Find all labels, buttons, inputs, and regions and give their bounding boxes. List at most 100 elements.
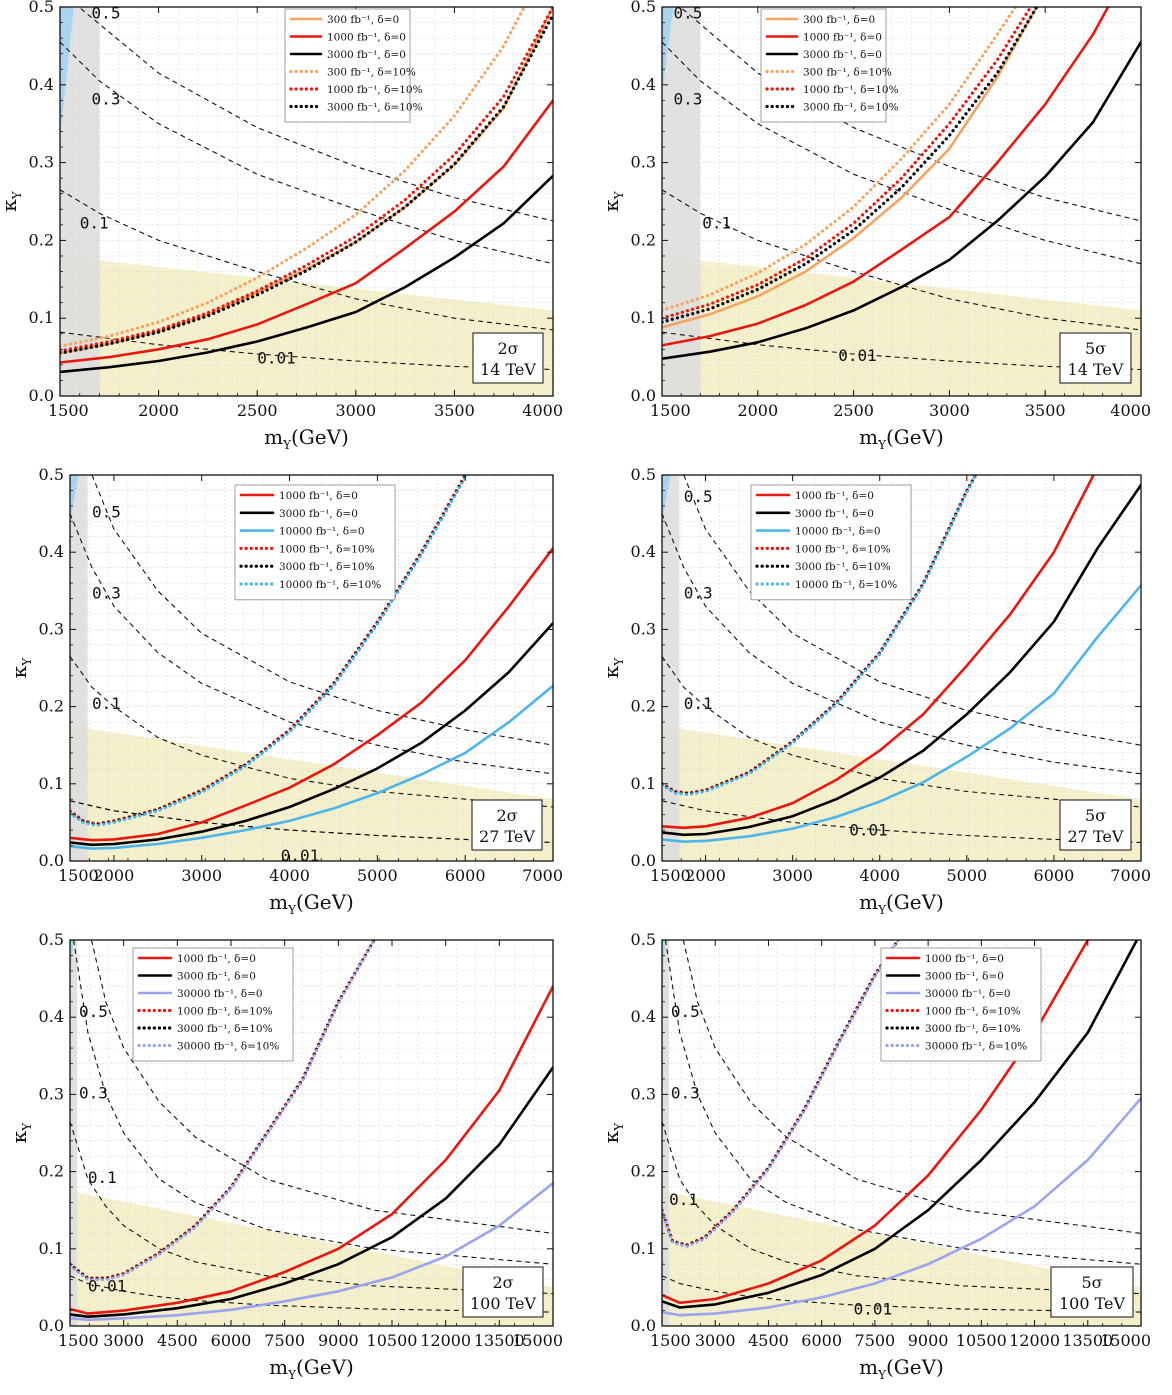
x-axis-label-main: m [269,1355,288,1379]
y-axis-label-main: κ [7,1130,31,1143]
significance-box [1059,332,1132,384]
series-line [662,40,1141,360]
y-tick-label: 0.5 [39,465,64,484]
series-line [662,7,1038,329]
contour-label: 0.3 [92,89,121,108]
contour-label: 0.5 [673,4,702,23]
y-axis-label-main: κ [7,665,31,678]
contour-label: 0.5 [79,1002,108,1021]
series-line [662,7,1110,347]
contour-label: 0.5 [92,502,121,521]
significance-label: 2σ [497,339,518,358]
series-line [60,7,527,348]
y-tick-label: 0.2 [39,1162,64,1181]
y-tick-label: 0.3 [631,1084,656,1103]
significance-box [1050,1266,1134,1318]
x-tick-label: 3000 [181,866,222,885]
x-axis-label-main: m [859,890,878,914]
x-tick-label: 1500 [650,866,691,885]
energy-label: 14 TeV [1068,360,1124,379]
series-line [70,940,376,1282]
y-tick-label: 0.2 [631,230,656,249]
x-axis-label-unit: (GeV) [886,425,944,449]
contour-line [662,656,1141,808]
x-tick-label: 4000 [1110,401,1151,420]
x-axis-label-main: m [859,1355,878,1379]
legend-label: 3000 fb⁻¹, δ=10% [925,1023,1021,1035]
contour-label: 0.01 [849,821,888,840]
x-tick-label: 1500 [48,401,89,420]
y-tick-label: 0.5 [631,0,656,16]
contour-line [60,331,553,371]
x-tick-label: 3500 [434,401,475,420]
gray-excluded-band [70,475,88,861]
legend-label: 3000 fb⁻¹, δ=10% [795,561,891,573]
plot-frame [661,474,1142,862]
contour-line [679,7,1141,222]
legend-label: 1000 fb⁻¹, δ=10% [795,543,891,555]
contour-line [73,940,553,1265]
legend-label: 3000 fb⁻¹, δ=10% [327,102,423,114]
yellow-excluded-region [70,1190,553,1326]
legend-box [132,947,294,1062]
x-tick-label: 4000 [522,401,563,420]
x-tick-label: 3000 [335,401,376,420]
contour-line [662,513,1141,775]
series-line [662,7,1033,320]
x-tick-label: 12000 [1009,1331,1060,1350]
legend-label: 1000 fb⁻¹, δ=0 [279,490,358,502]
significance-label: 5σ [1085,806,1106,825]
y-tick-label: 0.4 [39,1007,64,1026]
y-tick-label: 0.0 [29,386,54,405]
x-axis-label-sub: Y [877,1368,887,1382]
legend-label: 3000 fb⁻¹, δ=10% [177,1023,273,1035]
x-axis-label: mY(GeV) [269,1355,354,1382]
contour-line [70,513,553,775]
yellow-excluded-region [662,725,1141,861]
legend-label: 300 fb⁻¹, δ=10% [327,67,416,79]
contour-line [91,475,553,746]
x-tick-label: 4000 [859,866,900,885]
legend-label: 3000 fb⁻¹, δ=0 [795,508,874,520]
plot-frame [59,6,554,397]
y-axis-label-main: κ [599,1130,623,1143]
series-line [70,1181,553,1322]
series-line [662,940,1090,1305]
x-tick-label: 2000 [685,866,726,885]
series-line [70,475,470,828]
yellow-excluded-region [70,725,553,861]
series-line [70,985,553,1315]
legend-label: 10000 fb⁻¹, δ=0 [795,526,881,538]
plot-frame [69,474,554,862]
y-axis-label: κY [599,190,626,212]
legend-label: 1000 fb⁻¹, δ=0 [795,490,874,502]
x-axis-label: mY(GeV) [859,425,944,452]
x-tick-label: 2500 [833,401,874,420]
y-tick-label: 0.3 [29,153,54,172]
x-tick-label: 3500 [1025,401,1066,420]
y-tick-label: 0.4 [631,542,656,561]
significance-label: 2σ [492,1273,513,1292]
x-axis-label-sub: Y [287,1368,297,1382]
x-axis-label-unit: (GeV) [296,890,354,914]
x-tick-label: 10500 [956,1331,1007,1350]
x-tick-label: 6000 [801,1331,842,1350]
x-tick-label: 1500 [650,401,691,420]
y-axis-label: κY [0,190,24,212]
x-tick-label: 1500 [58,1331,99,1350]
legend-label: 300 fb⁻¹, δ=10% [803,67,892,79]
x-tick-label: 2000 [94,866,135,885]
plot-frame [69,939,554,1327]
legend-box [234,484,396,601]
y-tick-label: 0.1 [631,308,656,327]
legend-label: 10000 fb⁻¹, δ=10% [279,579,381,591]
x-tick-label: 2000 [138,401,179,420]
x-axis-label-unit: (GeV) [886,890,944,914]
x-axis-label: mY(GeV) [269,890,354,917]
contour-label: 0.3 [92,584,121,603]
y-tick-label: 0.1 [39,1239,64,1258]
energy-label: 27 TeV [479,827,535,846]
x-tick-label: 5000 [946,866,987,885]
contour-label: 0.3 [673,89,702,108]
legend-label: 1000 fb⁻¹, δ=0 [177,953,256,965]
